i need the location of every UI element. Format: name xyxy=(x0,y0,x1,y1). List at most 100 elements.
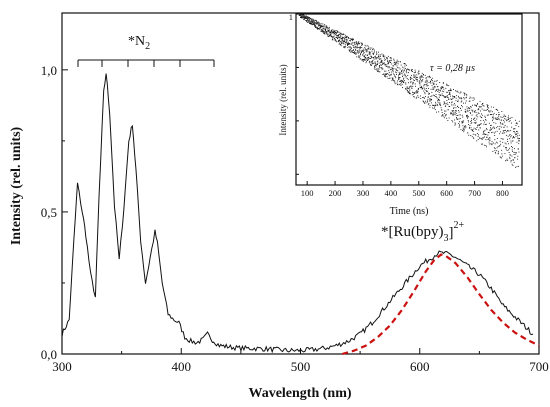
decay-point xyxy=(448,90,450,92)
decay-point xyxy=(446,83,448,85)
decay-point xyxy=(459,97,461,99)
decay-point xyxy=(347,42,349,44)
decay-point xyxy=(459,121,460,123)
decay-point xyxy=(455,100,457,102)
decay-point xyxy=(340,32,342,34)
decay-point xyxy=(507,117,509,118)
decay-point xyxy=(416,80,418,82)
decay-point xyxy=(330,34,332,36)
decay-point xyxy=(416,74,418,76)
decay-point xyxy=(468,108,470,109)
decay-point xyxy=(460,107,461,109)
decay-point xyxy=(384,74,386,76)
decay-point xyxy=(322,30,324,32)
decay-point xyxy=(490,125,491,126)
decay-point xyxy=(457,118,458,120)
decay-point xyxy=(517,155,519,157)
decay-point xyxy=(389,60,391,62)
decay-point xyxy=(313,20,315,22)
decay-point xyxy=(340,45,342,47)
decay-point xyxy=(355,54,357,55)
decay-point xyxy=(305,16,306,18)
decay-point xyxy=(354,52,356,54)
decay-point xyxy=(307,19,309,21)
decay-point xyxy=(371,63,373,65)
decay-point xyxy=(448,85,450,87)
decay-point xyxy=(426,85,428,87)
decay-point xyxy=(500,126,502,128)
decay-point xyxy=(447,104,449,105)
decay-point xyxy=(343,43,345,45)
decay-point xyxy=(367,45,369,47)
decay-point xyxy=(399,77,401,78)
decay-point xyxy=(465,110,467,112)
decay-point xyxy=(487,139,489,140)
decay-point xyxy=(312,22,313,24)
decay-point xyxy=(445,105,447,107)
decay-point xyxy=(379,56,381,57)
decay-point xyxy=(338,35,339,37)
decay-point xyxy=(308,19,309,21)
decay-point xyxy=(396,74,397,75)
decay-point xyxy=(498,145,500,147)
decay-point xyxy=(313,21,315,23)
decay-point xyxy=(510,130,512,132)
decay-point xyxy=(421,76,423,78)
decay-point xyxy=(516,122,518,124)
decay-point xyxy=(504,132,506,134)
decay-point xyxy=(481,104,483,105)
decay-point xyxy=(470,106,472,108)
decay-point xyxy=(439,90,441,92)
decay-point xyxy=(393,62,395,64)
decay-point xyxy=(462,130,463,131)
decay-point xyxy=(314,26,316,27)
decay-point xyxy=(317,27,318,29)
decay-point xyxy=(453,111,455,113)
decay-point xyxy=(301,15,303,16)
decay-point xyxy=(363,55,365,57)
decay-point xyxy=(320,30,322,32)
x-tick-label: 700 xyxy=(529,359,549,374)
decay-point xyxy=(456,91,458,93)
decay-point xyxy=(492,151,494,152)
decay-point xyxy=(475,134,477,136)
decay-point xyxy=(392,69,393,71)
decay-point xyxy=(455,97,457,99)
decay-point xyxy=(401,73,403,74)
decay-point xyxy=(345,42,347,44)
decay-point xyxy=(354,47,356,49)
decay-point xyxy=(373,52,375,54)
decay-point xyxy=(491,141,493,143)
decay-point xyxy=(431,91,433,93)
decay-point xyxy=(375,64,377,66)
decay-point xyxy=(350,43,352,45)
decay-point xyxy=(509,147,510,149)
decay-point xyxy=(372,52,374,54)
decay-point xyxy=(491,114,493,115)
decay-point xyxy=(360,58,362,60)
decay-point xyxy=(388,62,390,64)
decay-point xyxy=(460,101,462,103)
decay-point xyxy=(401,82,403,84)
decay-point xyxy=(428,96,429,98)
decay-point xyxy=(385,70,387,72)
decay-point xyxy=(422,97,424,98)
decay-point xyxy=(310,19,312,21)
decay-point xyxy=(419,77,421,79)
decay-point xyxy=(409,77,411,79)
decay-point xyxy=(511,163,513,165)
decay-point xyxy=(325,28,327,30)
decay-point xyxy=(466,96,467,98)
decay-point xyxy=(434,105,436,107)
decay-point xyxy=(372,60,374,61)
main-series xyxy=(61,73,540,356)
decay-point xyxy=(438,99,440,100)
decay-point xyxy=(509,134,510,136)
decay-point xyxy=(348,44,350,45)
decay-point xyxy=(398,71,400,73)
decay-point xyxy=(505,160,507,162)
decay-point xyxy=(414,80,415,81)
decay-point xyxy=(394,80,396,82)
decay-point xyxy=(501,153,503,155)
decay-point xyxy=(440,105,442,106)
